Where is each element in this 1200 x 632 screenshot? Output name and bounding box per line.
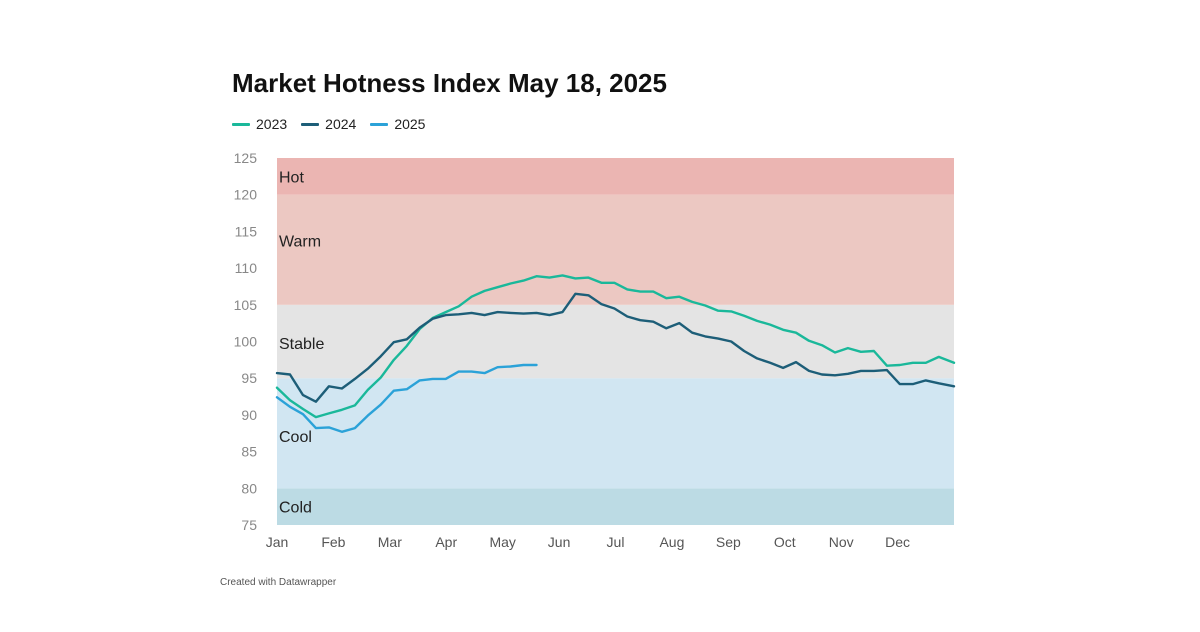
x-tick-label-aug: Aug <box>659 534 684 550</box>
series-line-2024 <box>275 292 956 403</box>
band-cool <box>277 378 954 489</box>
legend-swatch-2025 <box>370 122 389 126</box>
x-tick-label-jan: Jan <box>266 534 289 550</box>
band-label-warm: Warm <box>279 234 321 251</box>
y-tick-label: 75 <box>241 517 257 533</box>
legend-item-2023: 2023 <box>232 116 287 132</box>
series-line-2023 <box>275 274 956 419</box>
x-tick-label-mar: Mar <box>378 534 402 550</box>
x-tick-label-jul: Jul <box>607 534 625 550</box>
y-tick-label: 95 <box>241 370 257 386</box>
band-cold <box>277 488 954 525</box>
legend-label-2025: 2025 <box>394 116 426 132</box>
series-line-2025 <box>275 363 538 433</box>
legend-item-2025: 2025 <box>370 116 425 132</box>
x-tick-label-apr: Apr <box>435 534 457 550</box>
band-label-cold: Cold <box>279 500 312 517</box>
legend-swatch-2024 <box>301 122 320 126</box>
x-tick-label-oct: Oct <box>774 534 796 550</box>
y-tick-label: 115 <box>235 223 258 239</box>
x-tick-label-nov: Nov <box>829 534 854 550</box>
x-tick-label-feb: Feb <box>321 534 345 550</box>
x-tick-label-may: May <box>489 534 515 550</box>
band-warm <box>277 194 954 305</box>
band-hot <box>277 158 954 195</box>
y-tick-label: 85 <box>241 444 257 460</box>
y-tick-label: 80 <box>241 480 257 496</box>
y-tick-label: 90 <box>241 407 257 423</box>
y-tick-label: 100 <box>234 334 258 350</box>
legend-label-2023: 2023 <box>256 116 288 132</box>
band-stable <box>277 304 954 379</box>
footer-credit: Created with Datawrapper <box>220 577 337 588</box>
legend-item-2024: 2024 <box>301 116 356 132</box>
y-tick-label: 110 <box>235 260 258 276</box>
band-label-cool: Cool <box>279 429 312 446</box>
x-tick-label-jun: Jun <box>548 534 571 550</box>
x-tick-label-dec: Dec <box>885 534 910 550</box>
y-tick-label: 120 <box>234 187 258 203</box>
x-tick-label-sep: Sep <box>716 534 741 550</box>
legend-label-2024: 2024 <box>325 116 357 132</box>
chart-legend: 2023 2024 2025 <box>232 116 425 132</box>
band-label-hot: Hot <box>279 169 304 186</box>
y-tick-label: 125 <box>234 150 258 166</box>
chart-title: Market Hotness Index May 18, 2025 <box>232 68 667 98</box>
legend-swatch-2023 <box>232 122 250 126</box>
band-label-stable: Stable <box>279 336 324 353</box>
y-tick-label: 105 <box>234 297 258 313</box>
